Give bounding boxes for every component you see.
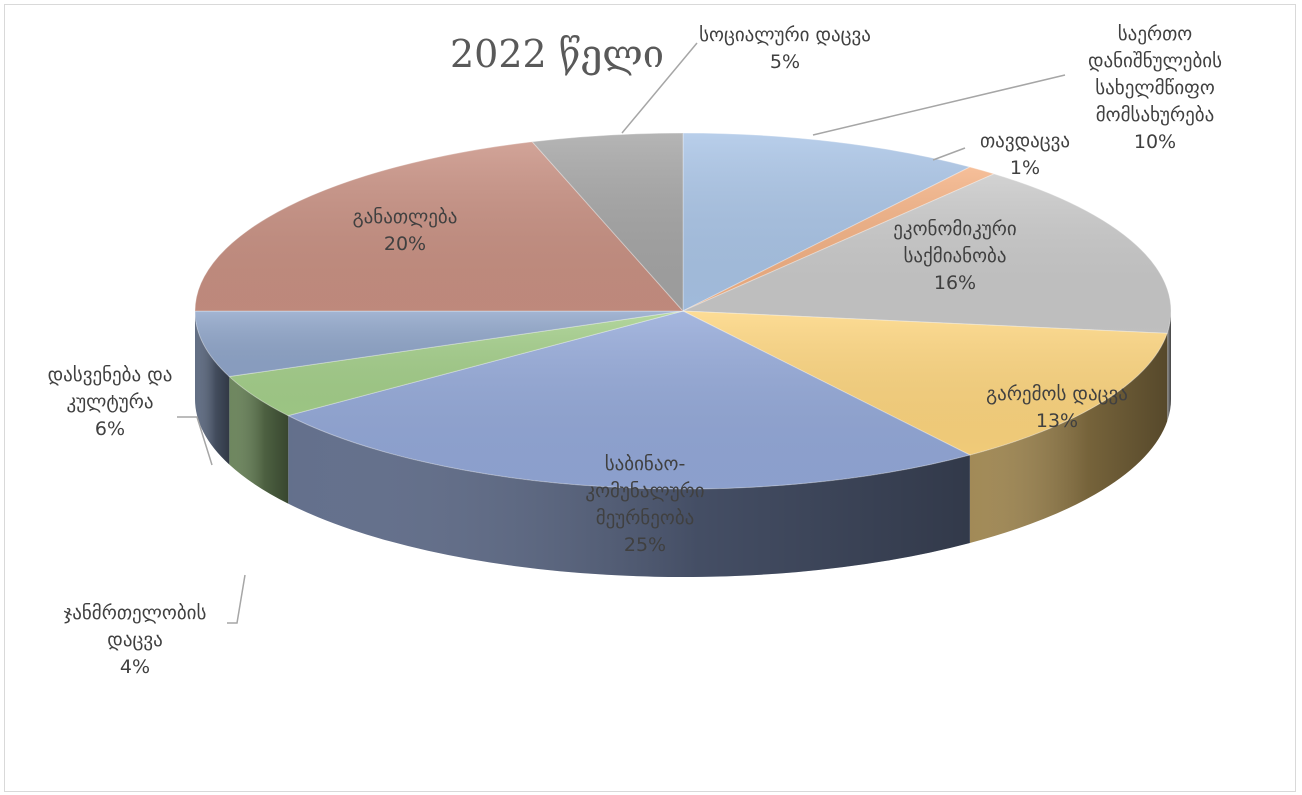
chart-title: 2022 წელი [450,32,664,76]
slice-ეკონომიკური-საქმიანობა-top-shade [683,173,1171,334]
slice-დასვენება-და-კულტურა-top-shade [195,311,683,377]
slice-გარემოს-დაცვა-label: გარემოს დაცვა 13% [986,383,1128,432]
slice-ჯანმრთელობის-დაცვა-label: ჯანმრთელობის დაცვა 4% [64,602,207,678]
slice-სოციალური-დაცვა-label: სოციალური დაცვა 5% [699,24,871,73]
slice-ეკონომიკური-საქმიანობა-side-shade [1167,311,1171,422]
slice-სოციალური-დაცვა-top-shade [532,133,683,311]
slice-ჯანმრთელობის-დაცვა-top-shade [229,311,683,416]
slice-სოციალური-დაცვა-leader [621,42,698,134]
slice-თავდაცვა-top-shade [683,166,995,311]
chart-frame: საერთო დანიშნულების სახელმწიფო მომსახურება 1… [4,4,1296,792]
slice-საბინაო-კომუნალური-მეურნეობა-label: საბინაო-კომუნალური მეურნეობა 25% [585,453,704,556]
slice-დასვენება-და-კულტურა-side-shade [195,311,230,465]
slice-გარემოს-დაცვა-side-shade [969,333,1168,544]
slice-საერთო-დანიშნულების-სახელმწიფო-მომსახურება-top-shade [683,133,970,311]
slice-განათლება-top-shade [195,141,683,311]
slice-საერთო-დანიშნულების-სახელმწიფო-მომსახურება-label: საერთო დანიშნულების სახელმწიფო მომსახურება 1… [1088,23,1222,153]
slice-საბინაო-კომუნალური-მეურნეობა-side-shade [288,415,970,577]
slice-გარემოს-დაცვა-top-shade [683,311,1168,456]
slice-თავდაცვა-label: თავდაცვა 1% [980,130,1070,179]
pie-tops [194,132,1172,490]
pie-sides [195,311,1171,577]
slice-ჯანმრთელობის-დაცვა-leader [227,574,246,624]
slice-ჯანმრთელობის-დაცვა-side-shade [229,376,289,504]
slice-დასვენება-და-კულტურა-label: დასვენება და კულტურა 6% [48,364,173,440]
slice-დასვენება-და-კულტურა-leader [177,416,213,466]
slice-საბინაო-კომუნალური-მეურნეობა-top-shade [288,311,970,489]
slice-საერთო-დანიშნულების-სახელმწიფო-მომსახურება-leader [812,74,1066,136]
slice-თავდაცვა-leader [932,147,966,161]
leader-lines [177,42,1066,624]
slice-labels: საერთო დანიშნულების სახელმწიფო მომსახურება 1… [48,23,1222,678]
pie-chart: საერთო დანიშნულების სახელმწიფო მომსახურება 1… [48,23,1222,678]
slice-ეკონომიკური-საქმიანობა-label: ეკონომიკური საქმიანობა 16% [893,218,1016,294]
slice-განათლება-label: განათლება 20% [353,206,458,255]
